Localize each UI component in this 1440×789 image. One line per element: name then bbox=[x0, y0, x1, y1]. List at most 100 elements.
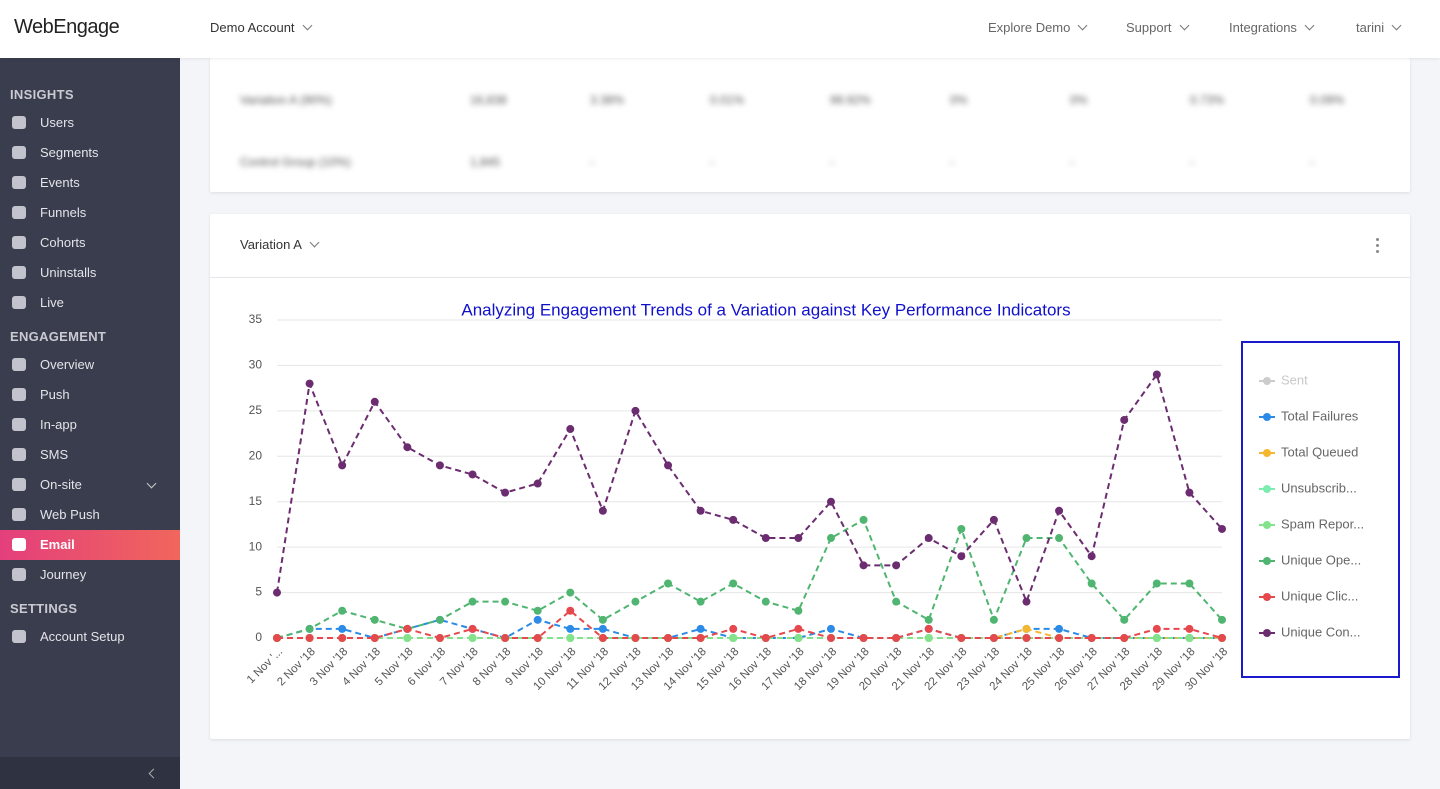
legend-item[interactable]: Unsubscrib... bbox=[1259, 480, 1357, 495]
legend-item[interactable]: Unique Clic... bbox=[1259, 588, 1358, 603]
legend-swatch bbox=[1263, 377, 1271, 385]
legend-item[interactable]: Unique Con... bbox=[1259, 624, 1361, 639]
nav-label: Events bbox=[40, 175, 80, 190]
y-tick-label: 10 bbox=[249, 539, 263, 553]
data-point bbox=[501, 488, 510, 497]
legend-item[interactable]: Sent bbox=[1259, 372, 1308, 387]
nav-item[interactable]: In-app bbox=[0, 410, 180, 440]
data-point bbox=[1022, 534, 1031, 543]
legend-item[interactable]: Spam Repor... bbox=[1259, 516, 1364, 531]
data-point bbox=[794, 606, 803, 615]
data-point bbox=[338, 624, 347, 633]
data-point bbox=[1120, 634, 1129, 642]
chevron bbox=[1179, 20, 1189, 31]
nav-item[interactable]: SMS bbox=[0, 440, 180, 470]
chevron bbox=[148, 768, 159, 779]
data-point bbox=[598, 634, 607, 642]
y-tick-label: 20 bbox=[249, 448, 263, 462]
section-title: INSIGHTS bbox=[10, 87, 74, 102]
nav-icon bbox=[12, 568, 26, 581]
chevron bbox=[1304, 20, 1315, 31]
nav-label: Overview bbox=[40, 357, 95, 372]
collapse-button[interactable] bbox=[0, 757, 180, 789]
legend-label: Sent bbox=[1281, 372, 1308, 387]
nav-item[interactable]: On-site bbox=[0, 470, 180, 500]
legend-item[interactable]: Total Failures bbox=[1259, 408, 1359, 423]
nav-icon bbox=[12, 358, 26, 371]
nav-item[interactable]: Overview bbox=[0, 350, 180, 380]
account-name: Demo Account bbox=[210, 20, 295, 35]
data-point bbox=[1218, 634, 1226, 642]
nav-item[interactable]: Users bbox=[0, 108, 180, 138]
data-point bbox=[696, 597, 705, 606]
nav-item[interactable]: Funnels bbox=[0, 198, 180, 228]
nav-item[interactable]: Account Setup bbox=[0, 622, 180, 652]
data-point bbox=[729, 634, 738, 642]
nav-item[interactable]: Uninstalls bbox=[0, 258, 180, 288]
table-cell: 0.09% bbox=[1310, 93, 1345, 107]
data-point bbox=[729, 624, 738, 633]
data-point bbox=[729, 579, 738, 588]
nav-icon bbox=[12, 448, 26, 461]
logo[interactable]: WebEngage bbox=[14, 16, 120, 38]
nav-label: Cohorts bbox=[40, 235, 86, 250]
menu-item[interactable]: tarini bbox=[1356, 20, 1402, 35]
nav-label: SMS bbox=[40, 447, 69, 462]
data-point bbox=[729, 515, 738, 524]
menu-item[interactable]: Support bbox=[1126, 20, 1189, 35]
nav-item[interactable]: Live bbox=[0, 288, 180, 318]
legend-label: Unique Clic... bbox=[1281, 588, 1358, 603]
data-point bbox=[370, 615, 379, 624]
data-point bbox=[566, 425, 575, 434]
nav-item[interactable]: Segments bbox=[0, 138, 180, 168]
chevron bbox=[146, 478, 157, 489]
legend-label: Spam Repor... bbox=[1281, 516, 1364, 531]
table-cell: - bbox=[950, 155, 954, 169]
table-cell: 0.73% bbox=[1190, 93, 1225, 107]
variation-selector[interactable]: Variation A bbox=[240, 237, 320, 252]
nav-item[interactable]: Journey bbox=[0, 560, 180, 590]
nav-icon bbox=[12, 508, 26, 521]
legend-swatch bbox=[1263, 629, 1271, 637]
data-point bbox=[338, 606, 347, 615]
data-point bbox=[403, 624, 412, 633]
data-point bbox=[631, 634, 640, 642]
data-point bbox=[1218, 524, 1226, 533]
nav-item[interactable]: Events bbox=[0, 168, 180, 198]
table-cell: 0.01% bbox=[710, 93, 745, 107]
table-cell: - bbox=[1190, 155, 1194, 169]
nav-icon bbox=[12, 296, 26, 309]
nav-item[interactable]: Push bbox=[0, 380, 180, 410]
data-point bbox=[533, 606, 542, 615]
nav-item[interactable]: Web Push bbox=[0, 500, 180, 530]
legend-label: Unique Con... bbox=[1281, 624, 1361, 639]
menu-label: tarini bbox=[1356, 20, 1385, 35]
nav-label: Live bbox=[40, 295, 64, 310]
section-title: ENGAGEMENT bbox=[10, 329, 107, 344]
table-cell: Control Group (10%) bbox=[240, 155, 351, 169]
account-selector[interactable]: Demo Account bbox=[210, 20, 312, 35]
more-menu[interactable] bbox=[1376, 238, 1380, 253]
nav-item[interactable]: Email bbox=[0, 530, 180, 560]
table-cell: - bbox=[710, 155, 714, 169]
menu-item[interactable]: Explore Demo bbox=[988, 20, 1088, 35]
legend-item[interactable]: Unique Ope... bbox=[1259, 552, 1361, 567]
data-point bbox=[761, 534, 770, 543]
table-cell: 99.92% bbox=[830, 93, 871, 107]
legend-item[interactable]: Total Queued bbox=[1259, 444, 1358, 459]
data-point bbox=[631, 406, 640, 415]
data-point bbox=[370, 634, 379, 642]
data-point bbox=[826, 497, 835, 506]
data-point bbox=[1120, 415, 1129, 424]
nav-icon bbox=[12, 538, 26, 551]
data-point bbox=[1087, 552, 1096, 561]
table-cell: - bbox=[830, 155, 834, 169]
nav-item[interactable]: Cohorts bbox=[0, 228, 180, 258]
data-point bbox=[598, 615, 607, 624]
divider bbox=[210, 277, 1410, 278]
data-point bbox=[566, 588, 575, 597]
data-point bbox=[664, 579, 673, 588]
menu-item[interactable]: Integrations bbox=[1229, 20, 1315, 35]
nav-label: Funnels bbox=[40, 205, 87, 220]
data-point bbox=[761, 597, 770, 606]
